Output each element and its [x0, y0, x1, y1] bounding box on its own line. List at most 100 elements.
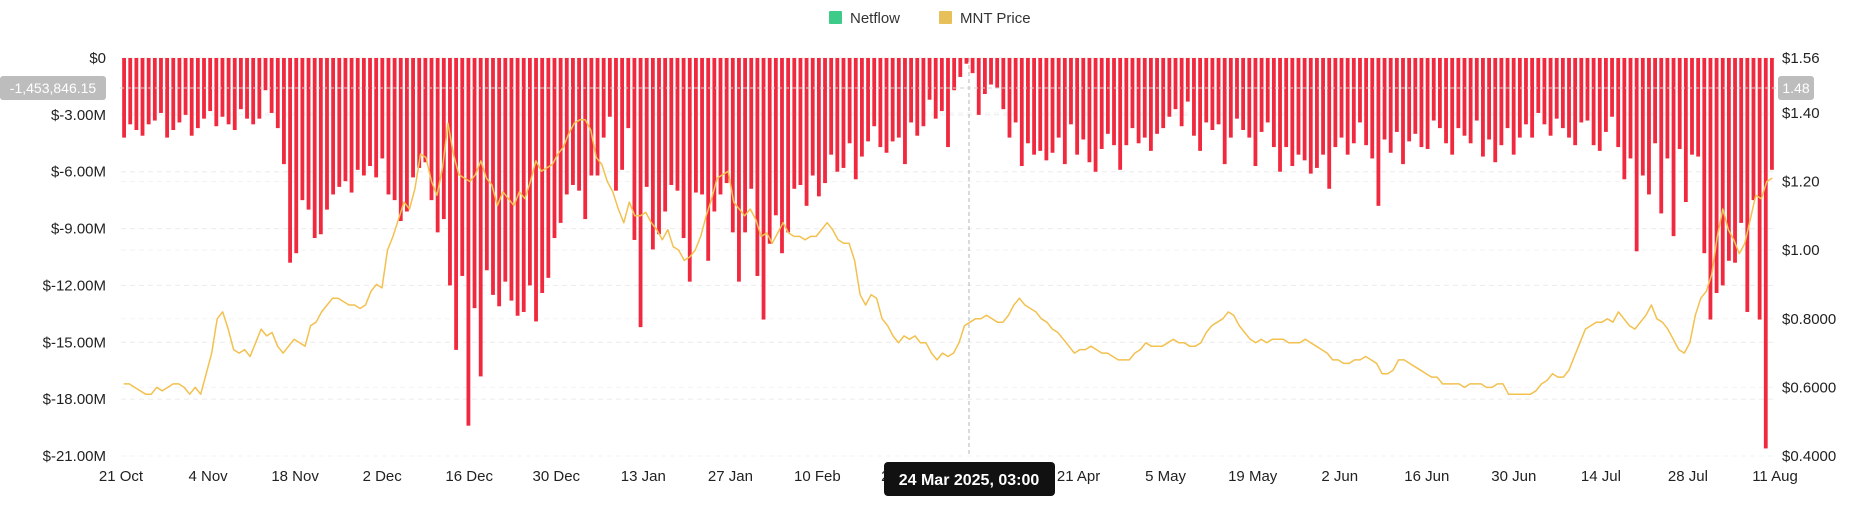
netflow-bar[interactable] — [1333, 58, 1338, 148]
netflow-bar[interactable] — [527, 58, 532, 286]
netflow-bar[interactable] — [743, 58, 747, 233]
netflow-bar[interactable] — [1437, 58, 1442, 129]
netflow-bar[interactable] — [472, 58, 477, 309]
netflow-bar[interactable] — [866, 58, 870, 142]
netflow-bar[interactable] — [1228, 58, 1233, 138]
netflow-bar[interactable] — [1351, 58, 1356, 144]
netflow-bar[interactable] — [601, 58, 606, 138]
netflow-bar[interactable] — [681, 58, 686, 239]
netflow-bar[interactable] — [890, 58, 895, 142]
netflow-bar[interactable] — [448, 58, 452, 286]
netflow-bar[interactable] — [1315, 58, 1319, 168]
netflow-bar[interactable] — [786, 58, 791, 233]
netflow-bar[interactable] — [1481, 58, 1485, 157]
netflow-bar[interactable] — [380, 58, 385, 159]
netflow-bar[interactable] — [1604, 58, 1608, 132]
netflow-bar[interactable] — [995, 58, 1000, 89]
netflow-bar[interactable] — [1370, 58, 1375, 159]
netflow-bar[interactable] — [1099, 58, 1104, 149]
netflow-bar[interactable] — [1745, 58, 1750, 312]
netflow-bar[interactable] — [1247, 58, 1252, 138]
netflow-bar[interactable] — [1431, 58, 1436, 121]
legend-item-mnt-price[interactable]: MNT Price — [939, 10, 1031, 27]
netflow-bar[interactable] — [398, 58, 403, 221]
netflow-bar[interactable] — [896, 58, 901, 138]
netflow-bar[interactable] — [1093, 58, 1098, 172]
netflow-bar[interactable] — [374, 58, 379, 178]
netflow-bar[interactable] — [700, 58, 704, 195]
netflow-bar[interactable] — [663, 58, 668, 212]
netflow-bar[interactable] — [1001, 58, 1006, 110]
netflow-bar[interactable] — [577, 58, 581, 191]
netflow-bar[interactable] — [1112, 58, 1116, 146]
netflow-bar[interactable] — [392, 58, 397, 201]
netflow-bar[interactable] — [269, 58, 274, 113]
netflow-bar[interactable] — [1050, 58, 1055, 153]
netflow-bar[interactable] — [1628, 58, 1633, 159]
netflow-bar[interactable] — [1105, 58, 1110, 134]
netflow-bar[interactable] — [1739, 58, 1744, 223]
netflow-bar[interactable] — [214, 58, 219, 127]
netflow-bar[interactable] — [1376, 58, 1381, 206]
netflow-bar[interactable] — [460, 58, 465, 276]
netflow-bar[interactable] — [1726, 58, 1731, 261]
netflow-bar[interactable] — [509, 58, 514, 301]
netflow-bar[interactable] — [1013, 58, 1018, 123]
netflow-bar[interactable] — [1474, 58, 1479, 121]
netflow-bar[interactable] — [1407, 58, 1412, 142]
netflow-bar[interactable] — [177, 58, 182, 123]
netflow-bar[interactable] — [1597, 58, 1602, 151]
netflow-bar[interactable] — [288, 58, 292, 263]
netflow-bar[interactable] — [1308, 58, 1313, 174]
netflow-bar[interactable] — [1284, 58, 1289, 148]
netflow-bar[interactable] — [583, 58, 588, 220]
netflow-bar[interactable] — [1394, 58, 1399, 132]
netflow-bar[interactable] — [1149, 58, 1153, 151]
netflow-bar[interactable] — [220, 58, 225, 117]
netflow-bar[interactable] — [773, 58, 778, 216]
netflow-bar[interactable] — [976, 58, 981, 115]
netflow-bar[interactable] — [521, 58, 526, 312]
netflow-bar[interactable] — [1007, 58, 1012, 138]
netflow-bar[interactable] — [1573, 58, 1578, 146]
netflow-bar[interactable] — [1677, 58, 1682, 149]
netflow-bar[interactable] — [1296, 58, 1301, 155]
netflow-bar[interactable] — [251, 58, 256, 125]
netflow-bar[interactable] — [1696, 58, 1701, 157]
netflow-bar[interactable] — [1155, 58, 1159, 134]
netflow-bar[interactable] — [1216, 58, 1221, 125]
netflow-bar[interactable] — [878, 58, 883, 148]
netflow-bar[interactable] — [946, 58, 950, 148]
netflow-bar[interactable] — [1278, 58, 1282, 172]
netflow-bar[interactable] — [1683, 58, 1688, 203]
netflow-bar[interactable] — [724, 58, 729, 184]
netflow-bar[interactable] — [614, 58, 618, 191]
netflow-bar[interactable] — [1130, 58, 1135, 129]
netflow-bar[interactable] — [1321, 58, 1325, 155]
netflow-bar[interactable] — [1136, 58, 1141, 144]
netflow-bar[interactable] — [152, 58, 157, 121]
netflow-bar[interactable] — [282, 58, 286, 165]
netflow-bar[interactable] — [823, 58, 827, 184]
netflow-bar[interactable] — [558, 58, 563, 223]
netflow-bar[interactable] — [405, 58, 409, 212]
netflow-bar[interactable] — [1192, 58, 1196, 136]
netflow-bar[interactable] — [1222, 58, 1227, 165]
netflow-bar[interactable] — [915, 58, 920, 136]
netflow-bar[interactable] — [454, 58, 459, 350]
netflow-bar[interactable] — [706, 58, 711, 261]
netflow-bar[interactable] — [1462, 58, 1467, 136]
netflow-bar[interactable] — [903, 58, 907, 165]
netflow-bar[interactable] — [1069, 58, 1073, 125]
netflow-bar[interactable] — [1733, 58, 1737, 263]
netflow-bar[interactable] — [165, 58, 170, 138]
netflow-bar[interactable] — [712, 58, 717, 212]
netflow-bar[interactable] — [466, 58, 471, 426]
netflow-bar[interactable] — [626, 58, 631, 129]
netflow-bar[interactable] — [1702, 58, 1707, 254]
netflow-bar[interactable] — [226, 58, 231, 125]
netflow-bar[interactable] — [343, 58, 348, 182]
netflow-bar[interactable] — [275, 58, 280, 129]
netflow-bar[interactable] — [571, 58, 575, 185]
netflow-bar[interactable] — [1751, 58, 1756, 201]
